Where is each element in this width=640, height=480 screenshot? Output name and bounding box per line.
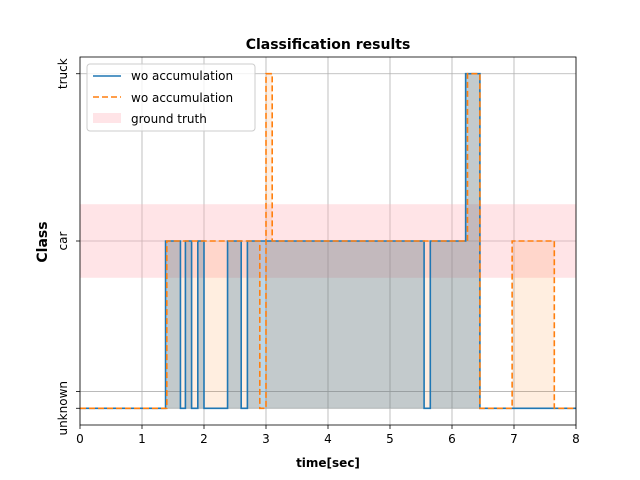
x-tick-label: 7 bbox=[510, 432, 518, 446]
x-tick-label: 8 bbox=[572, 432, 580, 446]
series-line-2 bbox=[80, 72, 576, 410]
y-axis-label: Class bbox=[35, 221, 51, 262]
x-tick-label: 2 bbox=[200, 432, 208, 446]
legend-label-series-1: wo accumulation bbox=[131, 69, 233, 83]
legend-label-series-2: wo accumulation bbox=[131, 91, 233, 105]
x-tick-label: 3 bbox=[262, 432, 270, 446]
x-tick-label: 6 bbox=[448, 432, 456, 446]
x-tick-label: 5 bbox=[386, 432, 394, 446]
legend-box bbox=[86, 63, 256, 132]
y-tick-label: unknown bbox=[56, 381, 70, 436]
x-tick-label: 0 bbox=[76, 432, 84, 446]
x-tick-label: 4 bbox=[324, 432, 332, 446]
legend: wo accumulation wo accumulation ground t… bbox=[86, 63, 256, 132]
series-lines bbox=[80, 72, 576, 410]
x-tick-label: 1 bbox=[138, 432, 146, 446]
legend-label-ground-truth: ground truth bbox=[131, 112, 207, 126]
x-axis-ticks: 0 1 2 3 4 5 6 7 8 bbox=[76, 425, 580, 446]
y-tick-label: truck bbox=[56, 58, 70, 89]
legend-swatch-ground-truth bbox=[93, 113, 121, 123]
x-axis-label: time[sec] bbox=[296, 456, 360, 470]
y-tick-label: car bbox=[56, 231, 70, 250]
chart-title: Classification results bbox=[246, 37, 411, 53]
y-axis-ticks: unknown car truck bbox=[56, 58, 80, 436]
